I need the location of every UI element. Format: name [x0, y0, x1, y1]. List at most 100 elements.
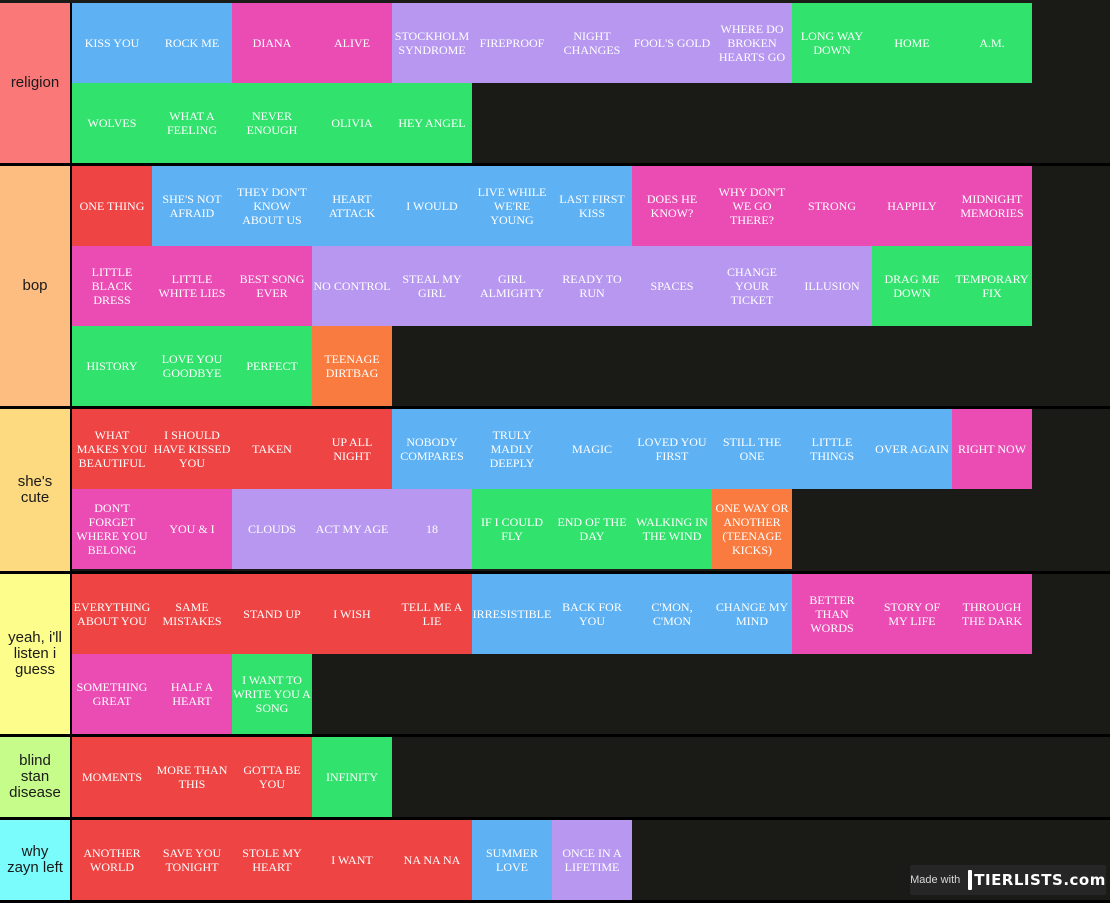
- tier-item[interactable]: LOVE YOU GOODBYE: [152, 326, 232, 406]
- tier-item[interactable]: LAST FIRST KISS: [552, 166, 632, 246]
- tier-label[interactable]: yeah, i'll listen i guess: [0, 574, 72, 734]
- tier-item[interactable]: MORE THAN THIS: [152, 737, 232, 817]
- tier-item[interactable]: END OF THE DAY: [552, 489, 632, 569]
- tier-item[interactable]: BEST SONG EVER: [232, 246, 312, 326]
- tier-label[interactable]: she's cute: [0, 409, 72, 571]
- tier-item[interactable]: 18: [392, 489, 472, 569]
- tier-item[interactable]: LITTLE WHITE LIES: [152, 246, 232, 326]
- tier-item[interactable]: STRONG: [792, 166, 872, 246]
- tier-item[interactable]: WALKING IN THE WIND: [632, 489, 712, 569]
- tier-item[interactable]: HOME: [872, 3, 952, 83]
- tier-item[interactable]: LITTLE THINGS: [792, 409, 872, 489]
- tier-item[interactable]: CHANGE MY MIND: [712, 574, 792, 654]
- tier-item[interactable]: STEAL MY GIRL: [392, 246, 472, 326]
- tier-item[interactable]: IRRESISTIBLE: [472, 574, 552, 654]
- tier-item[interactable]: I WANT TO WRITE YOU A SONG: [232, 654, 312, 734]
- tier-item[interactable]: NOBODY COMPARES: [392, 409, 472, 489]
- tier-item[interactable]: TELL ME A LIE: [392, 574, 472, 654]
- tier-label[interactable]: bop: [0, 166, 72, 406]
- tier-item[interactable]: LIVE WHILE WE'RE YOUNG: [472, 166, 552, 246]
- tier-item[interactable]: A.M.: [952, 3, 1032, 83]
- tier-item[interactable]: THEY DON'T KNOW ABOUT US: [232, 166, 312, 246]
- tier-item[interactable]: DRAG ME DOWN: [872, 246, 952, 326]
- tier-item[interactable]: STOLE MY HEART: [232, 820, 312, 900]
- tier-item[interactable]: GOTTA BE YOU: [232, 737, 312, 817]
- tier-label[interactable]: religion: [0, 3, 72, 163]
- tier-item[interactable]: LITTLE BLACK DRESS: [72, 246, 152, 326]
- tier-item[interactable]: WOLVES: [72, 83, 152, 163]
- tier-item[interactable]: NA NA NA: [392, 820, 472, 900]
- tier-label[interactable]: blind stan disease: [0, 737, 72, 817]
- tier-item[interactable]: IF I COULD FLY: [472, 489, 552, 569]
- tier-item[interactable]: WHERE DO BROKEN HEARTS GO: [712, 3, 792, 83]
- tier-item[interactable]: SAVE YOU TONIGHT: [152, 820, 232, 900]
- tier-item[interactable]: SHE'S NOT AFRAID: [152, 166, 232, 246]
- tier-item[interactable]: OVER AGAIN: [872, 409, 952, 489]
- tier-item[interactable]: STILL THE ONE: [712, 409, 792, 489]
- tier-item[interactable]: I WANT: [312, 820, 392, 900]
- tier-item[interactable]: MAGIC: [552, 409, 632, 489]
- tier-item[interactable]: ILLUSION: [792, 246, 872, 326]
- tier-item[interactable]: LONG WAY DOWN: [792, 3, 872, 83]
- tier-item[interactable]: PERFECT: [232, 326, 312, 406]
- tier-item[interactable]: HISTORY: [72, 326, 152, 406]
- tier-item[interactable]: ROCK ME: [152, 3, 232, 83]
- tier-item[interactable]: CLOUDS: [232, 489, 312, 569]
- tier-item[interactable]: HAPPILY: [872, 166, 952, 246]
- tier-item[interactable]: THROUGH THE DARK: [952, 574, 1032, 654]
- tier-item[interactable]: ACT MY AGE: [312, 489, 392, 569]
- tier-item[interactable]: BETTER THAN WORDS: [792, 574, 872, 654]
- tier-item[interactable]: BACK FOR YOU: [552, 574, 632, 654]
- tier-item[interactable]: ANOTHER WORLD: [72, 820, 152, 900]
- tier-item[interactable]: NIGHT CHANGES: [552, 3, 632, 83]
- tier-item[interactable]: ONCE IN A LIFETIME: [552, 820, 632, 900]
- tier-item[interactable]: TEENAGE DIRTBAG: [312, 326, 392, 406]
- tier-item[interactable]: NO CONTROL: [312, 246, 392, 326]
- tier-item[interactable]: DIANA: [232, 3, 312, 83]
- made-with-watermark[interactable]: Made with TIERLISTS.com: [910, 865, 1106, 895]
- tier-item[interactable]: SPACES: [632, 246, 712, 326]
- tier-item[interactable]: WHY DON'T WE GO THERE?: [712, 166, 792, 246]
- tier-label[interactable]: why zayn left: [0, 820, 72, 900]
- tier-item[interactable]: TAKEN: [232, 409, 312, 489]
- tier-item[interactable]: I WOULD: [392, 166, 472, 246]
- tier-item[interactable]: RIGHT NOW: [952, 409, 1032, 489]
- tier-item[interactable]: YOU & I: [152, 489, 232, 569]
- tier-item[interactable]: STAND UP: [232, 574, 312, 654]
- tier-item[interactable]: TEMPORARY FIX: [952, 246, 1032, 326]
- tier-item[interactable]: SOMETHING GREAT: [72, 654, 152, 734]
- tier-item[interactable]: FIREPROOF: [472, 3, 552, 83]
- tier-item[interactable]: KISS YOU: [72, 3, 152, 83]
- tier-item[interactable]: GIRL ALMIGHTY: [472, 246, 552, 326]
- tier-item[interactable]: SUMMER LOVE: [472, 820, 552, 900]
- tier-item[interactable]: STOCKHOLM SYNDROME: [392, 3, 472, 83]
- tier-item[interactable]: SAME MISTAKES: [152, 574, 232, 654]
- tier-item[interactable]: DON'T FORGET WHERE YOU BELONG: [72, 489, 152, 569]
- tier-item[interactable]: OLIVIA: [312, 83, 392, 163]
- tier-item[interactable]: INFINITY: [312, 737, 392, 817]
- tier-item[interactable]: ALIVE: [312, 3, 392, 83]
- tier-item[interactable]: TRULY MADLY DEEPLY: [472, 409, 552, 489]
- tier-item[interactable]: C'MON, C'MON: [632, 574, 712, 654]
- tier-item[interactable]: MIDNIGHT MEMORIES: [952, 166, 1032, 246]
- tier-item[interactable]: MOMENTS: [72, 737, 152, 817]
- tier-item[interactable]: I SHOULD HAVE KISSED YOU: [152, 409, 232, 489]
- tier-item[interactable]: HEART ATTACK: [312, 166, 392, 246]
- tier-item[interactable]: UP ALL NIGHT: [312, 409, 392, 489]
- tier-item[interactable]: LOVED YOU FIRST: [632, 409, 712, 489]
- tier-item[interactable]: ONE THING: [72, 166, 152, 246]
- tier-item[interactable]: NEVER ENOUGH: [232, 83, 312, 163]
- tier-item[interactable]: WHAT MAKES YOU BEAUTIFUL: [72, 409, 152, 489]
- tier-item[interactable]: HALF A HEART: [152, 654, 232, 734]
- tier-item[interactable]: I WISH: [312, 574, 392, 654]
- tier-item[interactable]: DOES HE KNOW?: [632, 166, 712, 246]
- tier-item[interactable]: STORY OF MY LIFE: [872, 574, 952, 654]
- tier-item[interactable]: READY TO RUN: [552, 246, 632, 326]
- tier-item[interactable]: ONE WAY OR ANOTHER (TEENAGE KICKS): [712, 489, 792, 569]
- tier-item[interactable]: FOOL'S GOLD: [632, 3, 712, 83]
- tier-item[interactable]: HEY ANGEL: [392, 83, 472, 163]
- tier-item[interactable]: EVERYTHING ABOUT YOU: [72, 574, 152, 654]
- tier-item[interactable]: WHAT A FEELING: [152, 83, 232, 163]
- tier-item[interactable]: CHANGE YOUR TICKET: [712, 246, 792, 326]
